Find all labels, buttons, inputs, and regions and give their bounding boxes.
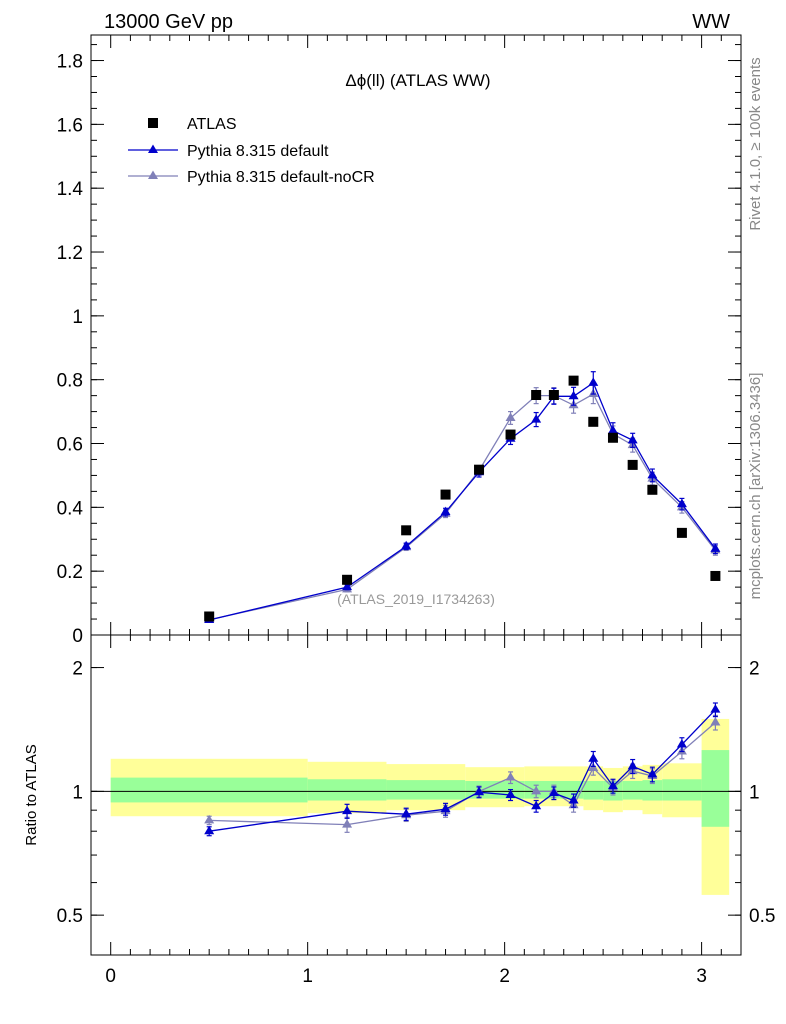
ratio-default-point: [710, 704, 721, 713]
uncertainty-band-inner: [662, 779, 702, 801]
main-y-tick-label: 0.4: [57, 498, 84, 519]
uncertainty-band-inner: [701, 750, 730, 827]
ratio-nocr-point: [342, 819, 353, 828]
nocr-line: [209, 393, 716, 621]
analysis-watermark: (ATLAS_2019_I1734263): [337, 591, 495, 607]
default-point: [710, 543, 721, 552]
header-energy-label: 13000 GeV pp: [104, 11, 233, 33]
ratio-default-point: [627, 760, 638, 770]
rivet-version-label: Rivet 4.1.0, ≥ 100k events: [747, 57, 764, 230]
ratio-default-point: [647, 768, 658, 778]
uncertainty-band-inner: [583, 780, 604, 800]
atlas-point: [647, 484, 658, 495]
main-y-tick-label: 0.6: [57, 435, 83, 456]
atlas-point: [505, 429, 516, 440]
ratio-y-tick-label: 0.5: [57, 906, 83, 927]
uncertainty-band-inner: [386, 780, 466, 800]
ratio-default-point: [676, 738, 687, 748]
ratio-y-tick-label-right: 0.5: [749, 906, 775, 927]
atlas-point: [607, 432, 618, 443]
main-y-tick-label: 1.2: [57, 243, 83, 264]
legend-nocr-label: Pythia 8.315 default-noCR: [187, 169, 375, 186]
atlas-point: [548, 390, 559, 400]
x-tick-label: 2: [499, 966, 510, 987]
atlas-point: [627, 459, 638, 470]
ratio-y-tick-label: 2: [72, 659, 83, 680]
main-y-tick-label: 0.2: [57, 562, 83, 583]
ratio-y-tick-label-right: 2: [749, 659, 760, 680]
x-tick-label: 0: [105, 966, 116, 987]
default-point: [607, 425, 618, 434]
default-line: [209, 381, 716, 621]
atlas-point: [342, 574, 353, 585]
ratio-default-point: [588, 753, 599, 762]
legend-entry-nocr: Pythia 8.315 default-noCR: [128, 169, 375, 186]
ratio-default-point: [204, 825, 215, 835]
ratio-default-point: [401, 808, 412, 818]
ratio-y-tick-label-right: 1: [749, 782, 760, 803]
ratio-default-point: [548, 787, 559, 797]
atlas-point: [401, 525, 412, 536]
ratio-panel-frame: [90, 634, 742, 956]
uncertainty-band-inner: [307, 779, 387, 801]
default-point: [676, 498, 687, 508]
main-y-tick-label: 1.8: [57, 52, 83, 73]
main-y-tick-label: 1.4: [57, 179, 84, 200]
legend-atlas-marker: [148, 118, 158, 128]
mcplots-url-label: mcplots.cern.ch [arXiv:1306.3436]: [747, 373, 764, 600]
default-point: [531, 414, 542, 423]
x-tick-label: 1: [302, 966, 313, 987]
atlas-point: [531, 390, 542, 400]
default-point: [401, 540, 412, 550]
atlas-point: [568, 375, 579, 386]
nocr-point: [505, 412, 516, 421]
ratio-default-point: [440, 803, 451, 813]
ratio-nocr-point: [505, 772, 516, 781]
atlas-point: [204, 611, 215, 622]
header-process-label: WW: [692, 11, 730, 33]
main-title: Δϕ(ll) (ATLAS WW): [345, 71, 490, 90]
main-y-tick-label: 0.8: [57, 371, 83, 392]
atlas-point: [440, 489, 451, 500]
main-y-tick-label: 0: [72, 626, 83, 647]
main-y-tick-label: 1: [72, 307, 83, 328]
ratio-default-point: [607, 780, 618, 790]
atlas-point: [710, 570, 721, 581]
legend-nocr-marker: [148, 170, 158, 179]
uncertainty-band-inner: [622, 780, 643, 800]
atlas-point: [676, 527, 687, 538]
legend: ATLAS Pythia 8.315 default Pythia 8.315 …: [128, 116, 375, 186]
atlas-point: [474, 464, 485, 475]
legend-default-marker: [148, 144, 158, 153]
x-tick-label: 3: [696, 966, 707, 987]
ratio-nocr-point: [204, 814, 215, 824]
main-y-tick-label: 1.6: [57, 115, 83, 136]
default-point: [342, 581, 353, 591]
main-panel: 0 0.2 0.4 0.6 0.8 1 1.2 1.4 1.6 1.8 Δϕ(ll) (ATLAS…: [57, 34, 742, 647]
default-point: [627, 434, 638, 444]
uncertainty-band-inner: [110, 777, 308, 803]
default-point: [440, 506, 451, 516]
ratio-panel: 0.5 0.5 1 1 2 2 0 1 2 3 Ratio to ATLAS: [23, 634, 775, 987]
ratio-y-tick-label: 1: [72, 782, 83, 803]
default-point: [568, 390, 579, 400]
ratio-default-point: [568, 795, 579, 804]
ratio-default-point: [474, 786, 485, 796]
default-point: [588, 377, 599, 386]
legend-entry-default: Pythia 8.315 default: [128, 143, 329, 160]
legend-atlas-label: ATLAS: [187, 116, 237, 133]
ratio-nocr-point: [531, 785, 542, 795]
legend-default-label: Pythia 8.315 default: [187, 143, 329, 160]
legend-entry-atlas: ATLAS: [148, 116, 237, 133]
uncertainty-band-inner: [465, 780, 525, 799]
default-point: [647, 469, 658, 479]
ratio-default-point: [342, 805, 353, 815]
ratio-default-point: [531, 800, 542, 810]
uncertainty-band-inner: [642, 780, 663, 801]
ratio-ylabel: Ratio to ATLAS: [23, 744, 40, 845]
ratio-nocr-point: [710, 717, 721, 726]
ratio-default-point: [505, 789, 516, 798]
atlas-point: [588, 416, 599, 427]
